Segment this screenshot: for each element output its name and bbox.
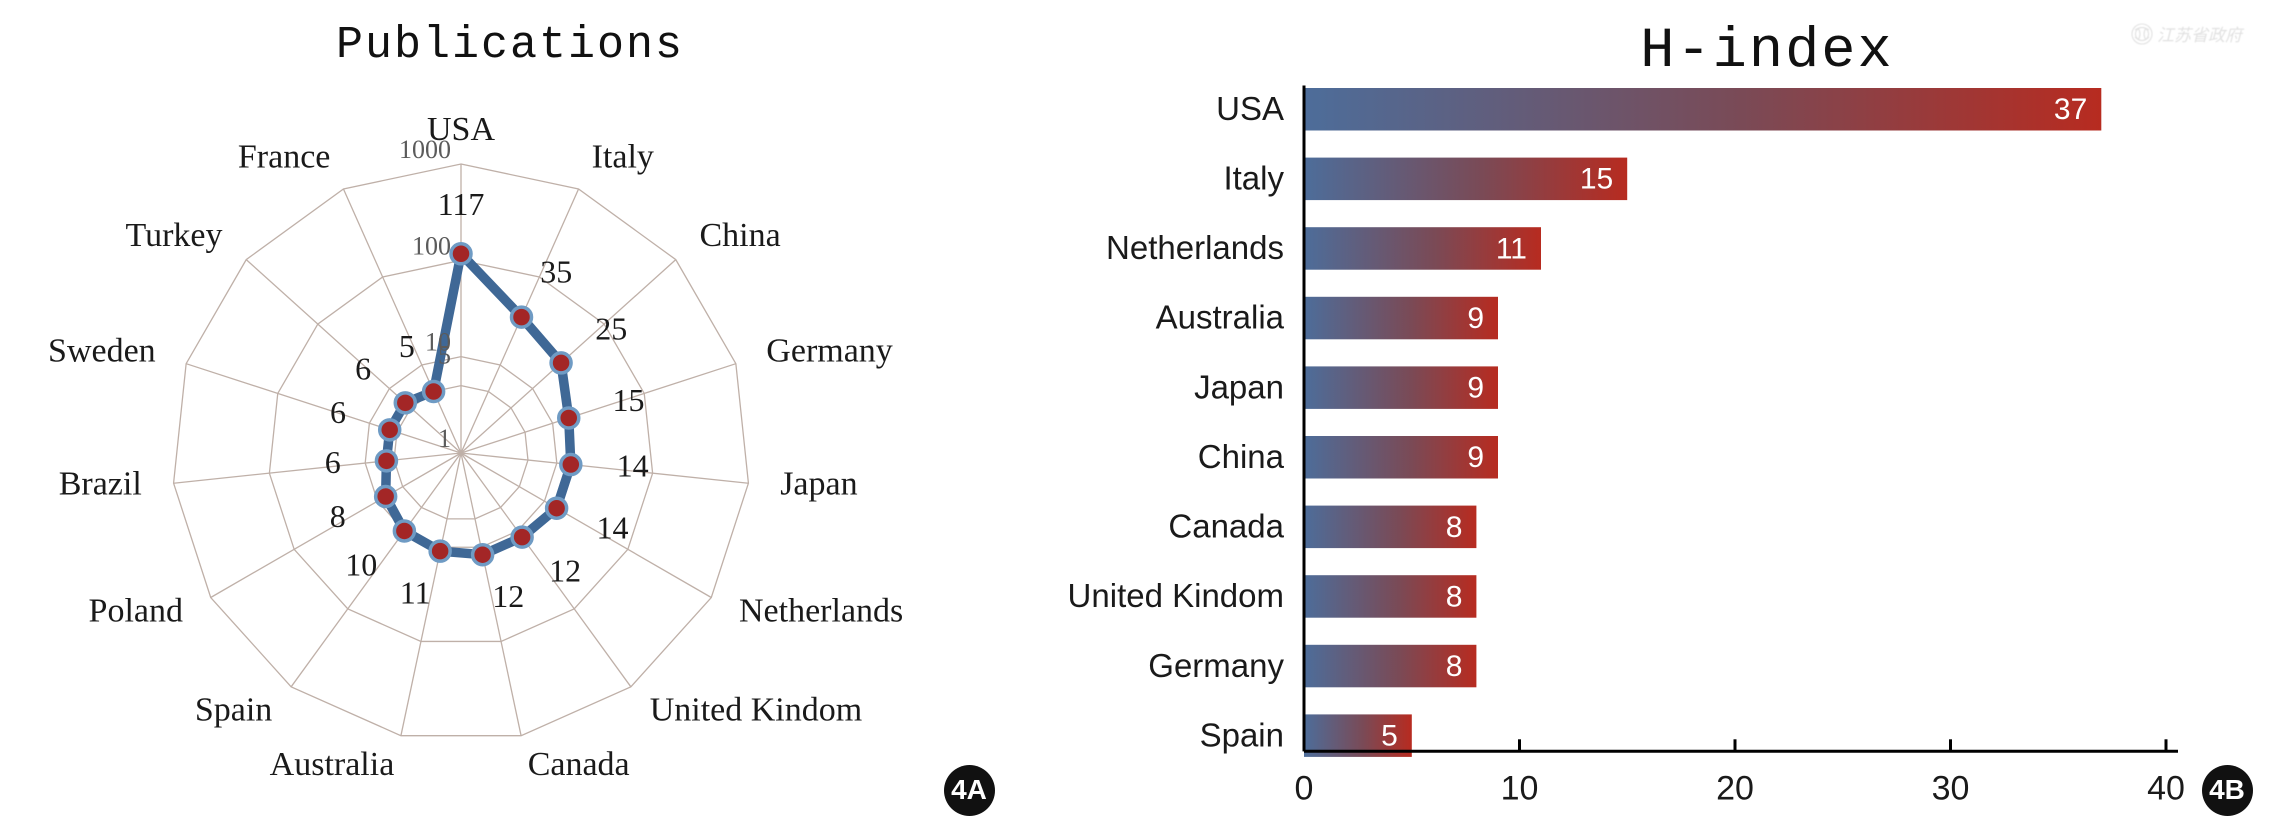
svg-text:5: 5 <box>399 328 415 364</box>
svg-text:United Kindom: United Kindom <box>1068 577 1284 614</box>
svg-text:江苏省政府: 江苏省政府 <box>2157 26 2245 45</box>
svg-text:100: 100 <box>412 231 451 260</box>
svg-text:Spain: Spain <box>1200 716 1284 753</box>
svg-text:Germany: Germany <box>766 333 893 370</box>
svg-text:Australia: Australia <box>1156 299 1285 336</box>
svg-text:12: 12 <box>492 578 524 614</box>
svg-text:Japan: Japan <box>780 465 857 502</box>
svg-text:France: France <box>238 139 331 176</box>
svg-text:40: 40 <box>2147 769 2185 807</box>
svg-text:Italy: Italy <box>1223 160 1284 197</box>
svg-text:8: 8 <box>1446 580 1463 613</box>
svg-text:Poland: Poland <box>89 592 183 629</box>
svg-text:1: 1 <box>438 424 451 453</box>
svg-text:Sweden: Sweden <box>48 333 156 370</box>
svg-text:35: 35 <box>540 253 572 289</box>
svg-text:15: 15 <box>1580 163 1613 196</box>
svg-text:30: 30 <box>1932 769 1970 807</box>
svg-text:Spain: Spain <box>195 691 272 728</box>
svg-text:Turkey: Turkey <box>126 217 223 254</box>
svg-text:8: 8 <box>1446 511 1463 544</box>
svg-text:14: 14 <box>597 510 629 546</box>
svg-text:15: 15 <box>613 382 645 418</box>
svg-text:11: 11 <box>1496 232 1527 265</box>
svg-text:10: 10 <box>345 547 377 583</box>
svg-text:6: 6 <box>330 394 346 430</box>
svg-text:China: China <box>1198 438 1285 475</box>
svg-text:5: 5 <box>1381 720 1398 753</box>
svg-text:117: 117 <box>438 186 485 222</box>
svg-text:Germany: Germany <box>1148 647 1284 684</box>
svg-text:10: 10 <box>1501 769 1539 807</box>
svg-text:Canada: Canada <box>1168 508 1284 545</box>
svg-text:Australia: Australia <box>270 746 395 783</box>
svg-text:11: 11 <box>400 574 431 610</box>
svg-text:0: 0 <box>1295 769 1314 807</box>
svg-text:12: 12 <box>549 553 581 589</box>
svg-text:Netherlands: Netherlands <box>1106 229 1284 266</box>
svg-text:9: 9 <box>1467 441 1484 474</box>
svg-text:6: 6 <box>355 350 371 386</box>
svg-text:37: 37 <box>2054 93 2087 126</box>
svg-text:Netherlands: Netherlands <box>739 592 903 629</box>
svg-text:Brazil: Brazil <box>59 465 142 502</box>
svg-text:Italy: Italy <box>592 139 654 176</box>
svg-text:9: 9 <box>1467 372 1484 405</box>
svg-text:Canada: Canada <box>528 746 630 783</box>
svg-text:USA: USA <box>1216 90 1284 127</box>
svg-text:9: 9 <box>1467 302 1484 335</box>
svg-text:25: 25 <box>595 310 627 346</box>
svg-text:6: 6 <box>325 444 341 480</box>
svg-text:20: 20 <box>1716 769 1754 807</box>
svg-text:Japan: Japan <box>1194 368 1284 405</box>
svg-text:China: China <box>700 217 781 254</box>
svg-text:8: 8 <box>1446 650 1463 683</box>
svg-text:United Kindom: United Kindom <box>650 691 862 728</box>
svg-text:5: 5 <box>438 341 451 370</box>
svg-text:14: 14 <box>617 448 649 484</box>
svg-text:8: 8 <box>330 498 346 534</box>
svg-text:USA: USA <box>427 111 495 148</box>
